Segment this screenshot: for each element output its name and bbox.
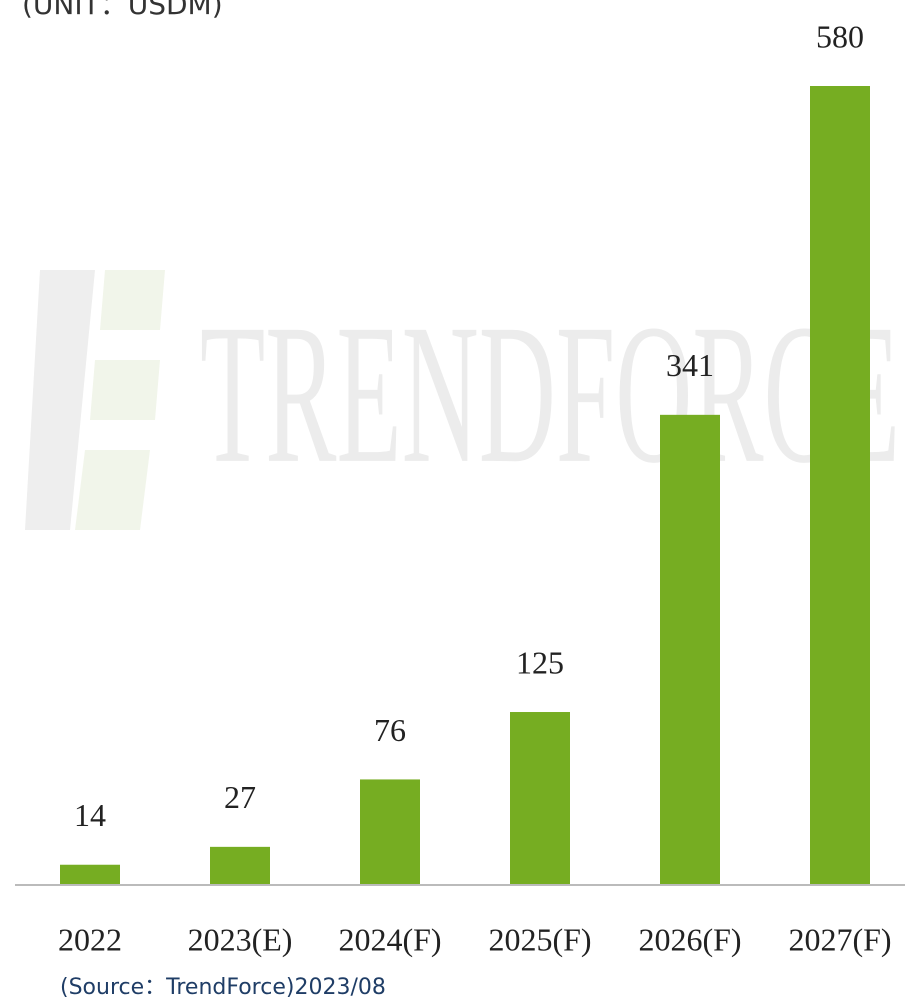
x-tick-label: 2023(E) — [188, 921, 293, 957]
x-tick-label: 2025(F) — [488, 921, 591, 957]
value-label: 125 — [516, 644, 564, 680]
watermark: TRENDFORCE — [200, 284, 900, 505]
x-tick-label: 2027(F) — [788, 921, 891, 957]
value-label: 580 — [816, 18, 864, 54]
bar — [210, 846, 270, 884]
value-label: 341 — [666, 347, 714, 383]
value-label: 14 — [74, 797, 106, 833]
bar — [660, 414, 720, 884]
value-label: 27 — [224, 779, 256, 815]
bar — [60, 864, 120, 884]
watermark-logo — [25, 270, 165, 530]
bar — [510, 712, 570, 884]
bar — [810, 86, 870, 884]
source: (Source：TrendForce)2023/08 — [60, 975, 386, 1000]
chart-title: (UNIT：USDM) — [22, 0, 223, 21]
x-tick-label: 2026(F) — [638, 921, 741, 957]
value-label: 76 — [374, 712, 406, 748]
x-tick-label: 2024(F) — [338, 921, 441, 957]
x-tick-label: 2022 — [58, 921, 122, 957]
bar — [360, 779, 420, 884]
